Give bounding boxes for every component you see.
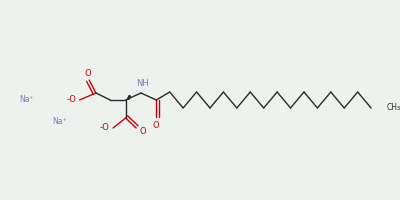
Text: CH₃: CH₃ [386,104,400,112]
Text: Na⁺: Na⁺ [52,117,67,127]
Text: -O: -O [67,96,77,104]
Text: Na⁺: Na⁺ [20,96,34,104]
Text: -O: -O [100,123,110,132]
Text: O: O [140,127,146,136]
Text: O: O [153,120,160,130]
Text: NH: NH [136,79,149,88]
Text: O: O [85,68,92,77]
